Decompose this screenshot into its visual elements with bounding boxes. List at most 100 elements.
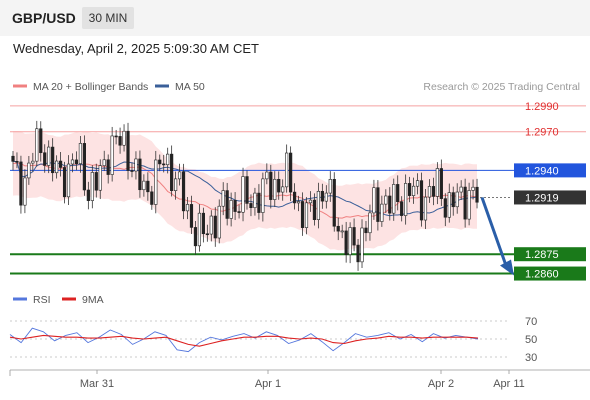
- candle-body: [209, 215, 213, 235]
- candle-body: [86, 189, 90, 201]
- candle-body: [475, 186, 479, 203]
- candle-body: [197, 212, 202, 247]
- candle-body: [193, 227, 198, 247]
- candle-body: [467, 190, 471, 220]
- candle-body: [39, 128, 43, 154]
- candle-body: [74, 159, 79, 164]
- candle-body: [233, 200, 237, 212]
- candle-body: [344, 230, 348, 255]
- candle-body: [451, 192, 455, 208]
- candle-body: [106, 159, 110, 175]
- candle-body: [352, 227, 356, 246]
- level-tag-text-1.2919: 1.2919: [525, 192, 559, 204]
- candle-body: [364, 227, 368, 234]
- candle-body: [126, 130, 130, 171]
- candle-body: [463, 186, 467, 220]
- candle-body: [415, 180, 420, 187]
- candle-body: [455, 191, 459, 208]
- candle-body: [277, 178, 281, 193]
- candle-body: [225, 190, 229, 219]
- level-label-1.2970: 1.2970: [525, 127, 559, 139]
- candle-body: [217, 205, 221, 239]
- candle-body: [31, 160, 35, 164]
- candle-body: [332, 179, 336, 227]
- candle-body: [189, 204, 194, 228]
- candle-body: [380, 203, 384, 222]
- level-tag-1.2860: [514, 266, 586, 281]
- candle-body: [384, 195, 388, 205]
- candle-body: [459, 186, 463, 193]
- candle-body: [11, 155, 15, 162]
- candle-body: [360, 227, 364, 263]
- candle-body: [340, 230, 344, 233]
- candle-body: [308, 199, 313, 204]
- x-tick-label: Apr 11: [493, 378, 525, 390]
- candle-body: [70, 159, 75, 165]
- candle-body: [150, 191, 154, 205]
- candle-body: [35, 128, 39, 162]
- level-label-1.2990: 1.2990: [525, 101, 559, 113]
- level-tag-text-1.2940: 1.2940: [525, 165, 559, 177]
- rsi-line: [9, 327, 479, 353]
- legend-label-ma50: MA 50: [175, 81, 205, 93]
- candle-body: [221, 190, 225, 207]
- candle-body: [400, 201, 404, 216]
- candle-body: [19, 161, 23, 206]
- candle-body: [356, 244, 360, 263]
- candle-body: [162, 163, 166, 166]
- level-tag-text-1.2860: 1.2860: [525, 269, 559, 281]
- candle-body: [392, 184, 396, 214]
- candle-body: [316, 190, 320, 220]
- candle-body: [158, 159, 162, 165]
- timestamp-label: Wednesday, April 2, 2025 5:09:30 AM CET: [13, 41, 259, 56]
- candle-body: [229, 200, 233, 219]
- candle-body: [62, 167, 67, 198]
- candle-body: [471, 186, 475, 191]
- candle-body: [431, 186, 436, 197]
- candle-body: [253, 192, 257, 209]
- candle-body: [435, 168, 439, 197]
- projection-arrow-line: [480, 196, 508, 267]
- candle-body: [58, 160, 63, 168]
- candle-body: [427, 186, 432, 198]
- candle-body: [142, 180, 146, 191]
- level-tag-1.2919: [514, 190, 586, 205]
- candle-body: [439, 168, 443, 199]
- candle-body: [261, 178, 265, 213]
- candle-body: [166, 153, 170, 166]
- candle-body: [122, 130, 126, 146]
- timeframe-button[interactable]: 30 MIN: [82, 7, 134, 29]
- candle-body: [90, 172, 94, 201]
- candle-body: [296, 201, 301, 204]
- currency-pair-title: GBP/USD: [12, 10, 76, 26]
- legend-label-9ma: 9MA: [82, 294, 104, 306]
- candle-body: [146, 180, 150, 193]
- candle-body: [66, 163, 71, 198]
- candle-body: [102, 159, 106, 166]
- legend-label-ma20: MA 20 + Bollinger Bands: [33, 81, 148, 93]
- candle-body: [300, 201, 305, 228]
- candle-body: [265, 171, 269, 180]
- candle-body: [43, 152, 47, 166]
- candle-body: [181, 171, 186, 212]
- candle-body: [118, 136, 122, 146]
- candle-body: [15, 161, 19, 163]
- candle-body: [82, 143, 86, 191]
- candle-body: [130, 170, 134, 172]
- candle-body: [114, 135, 118, 138]
- candle-body: [245, 176, 249, 204]
- candle-body: [376, 187, 380, 222]
- level-tag-1.2875: [514, 247, 586, 262]
- candle-body: [237, 211, 241, 213]
- candle-body: [110, 135, 114, 175]
- level-tag-text-1.2875: 1.2875: [525, 249, 559, 261]
- candle-body: [312, 199, 317, 220]
- candle-body: [170, 153, 174, 191]
- candle-body: [336, 225, 340, 232]
- rsi-9ma-line: [9, 334, 479, 347]
- candle-body: [98, 165, 102, 191]
- projection-arrow-head: [500, 259, 514, 276]
- candle-body: [368, 212, 372, 234]
- candle-body: [47, 146, 51, 166]
